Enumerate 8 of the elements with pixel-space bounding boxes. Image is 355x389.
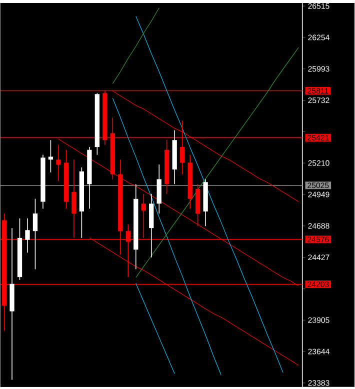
- line-series: [136, 16, 284, 373]
- candlestick: [25, 218, 30, 254]
- candlestick: [48, 140, 54, 173]
- candlestick: [56, 144, 61, 182]
- candlestick: [33, 198, 38, 270]
- line-series: [112, 8, 160, 84]
- line-series: [112, 98, 222, 376]
- line-series: [136, 283, 176, 374]
